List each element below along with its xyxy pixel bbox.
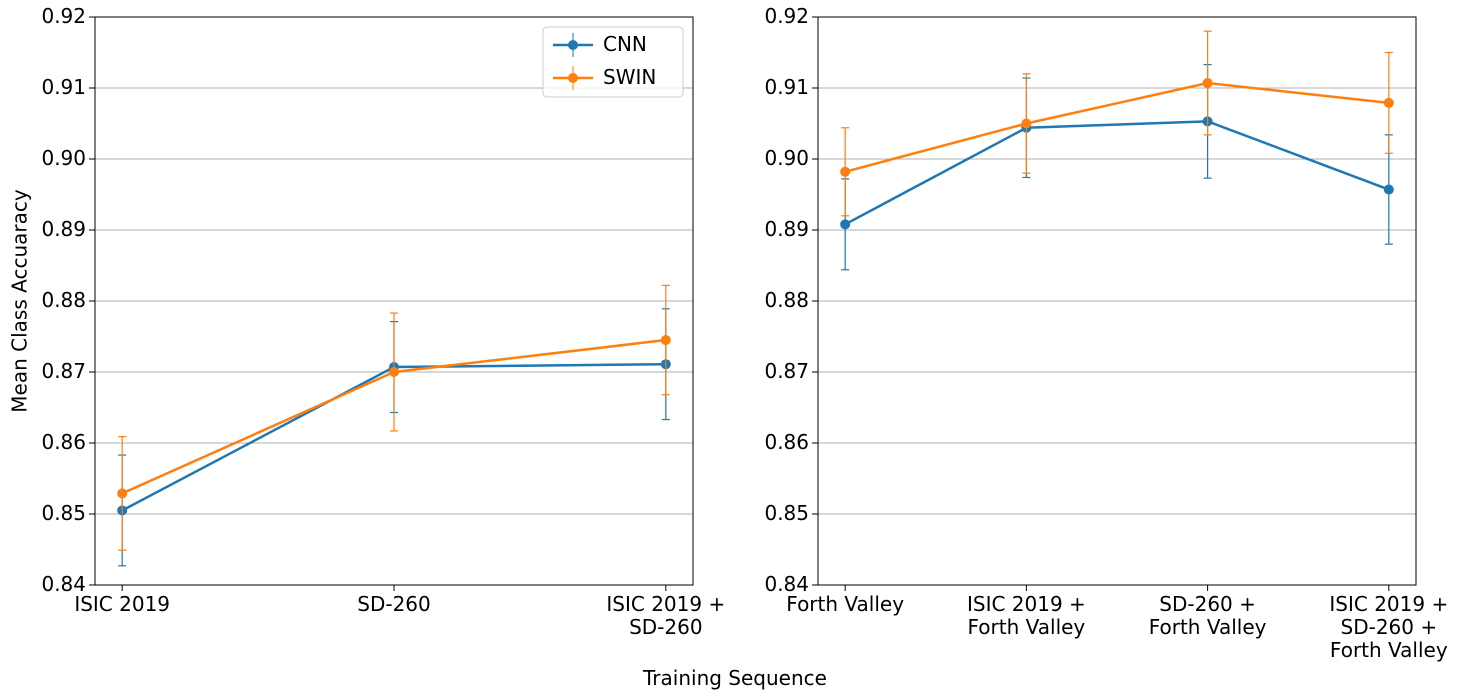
marker — [840, 166, 851, 177]
y-tick-label: 0.88 — [41, 288, 86, 312]
y-tick-label: 0.86 — [764, 430, 809, 454]
y-tick-label: 0.88 — [764, 288, 809, 312]
y-tick-label: 0.92 — [41, 4, 86, 28]
y-axis-label: Mean Class Accuaracy — [7, 189, 32, 413]
legend-marker — [568, 73, 578, 83]
marker — [1383, 97, 1394, 108]
x-tick-label: SD-260 + Forth Valley — [1148, 592, 1267, 639]
marker — [1383, 184, 1394, 195]
y-tick-label: 0.89 — [764, 217, 809, 241]
y-tick-label: 0.90 — [41, 146, 86, 170]
series-line — [844, 81, 1389, 173]
y-tick-label: 0.89 — [41, 217, 86, 241]
x-tick-label: ISIC 2019 + SD-260 — [606, 592, 726, 639]
plot-frame — [94, 16, 694, 586]
plot-frame — [817, 16, 1417, 586]
x-tick-label: ISIC 2019 + Forth Valley — [966, 592, 1086, 639]
x-tick-label: Forth Valley — [786, 592, 905, 616]
y-tick-label: 0.85 — [764, 501, 809, 525]
y-tick-label: 0.91 — [764, 75, 809, 99]
y-tick-label: 0.92 — [764, 4, 809, 28]
series-line — [844, 120, 1390, 226]
marker — [117, 488, 128, 499]
y-tick-label: 0.91 — [41, 75, 86, 99]
x-axis-label: Training Sequence — [643, 666, 827, 690]
y-tick-label: 0.84 — [764, 572, 809, 596]
marker — [389, 367, 399, 377]
marker — [840, 219, 851, 230]
y-tick-label: 0.84 — [41, 572, 86, 596]
marker — [1021, 118, 1032, 129]
x-tick-label: SD-260 — [357, 592, 431, 616]
y-tick-label: 0.85 — [41, 501, 86, 525]
marker — [1202, 78, 1213, 89]
legend-marker — [568, 40, 578, 50]
legend-label: CNN — [603, 32, 647, 56]
x-tick-label: ISIC 2019 — [74, 592, 171, 616]
y-tick-label: 0.87 — [764, 359, 809, 383]
y-tick-label: 0.86 — [41, 430, 86, 454]
legend-label: SWIN — [603, 65, 657, 89]
y-tick-label: 0.90 — [764, 146, 809, 170]
x-tick-label: ISIC 2019 + SD-260 + Forth Valley — [1329, 592, 1449, 662]
marker — [660, 335, 671, 346]
y-tick-label: 0.87 — [41, 359, 86, 383]
